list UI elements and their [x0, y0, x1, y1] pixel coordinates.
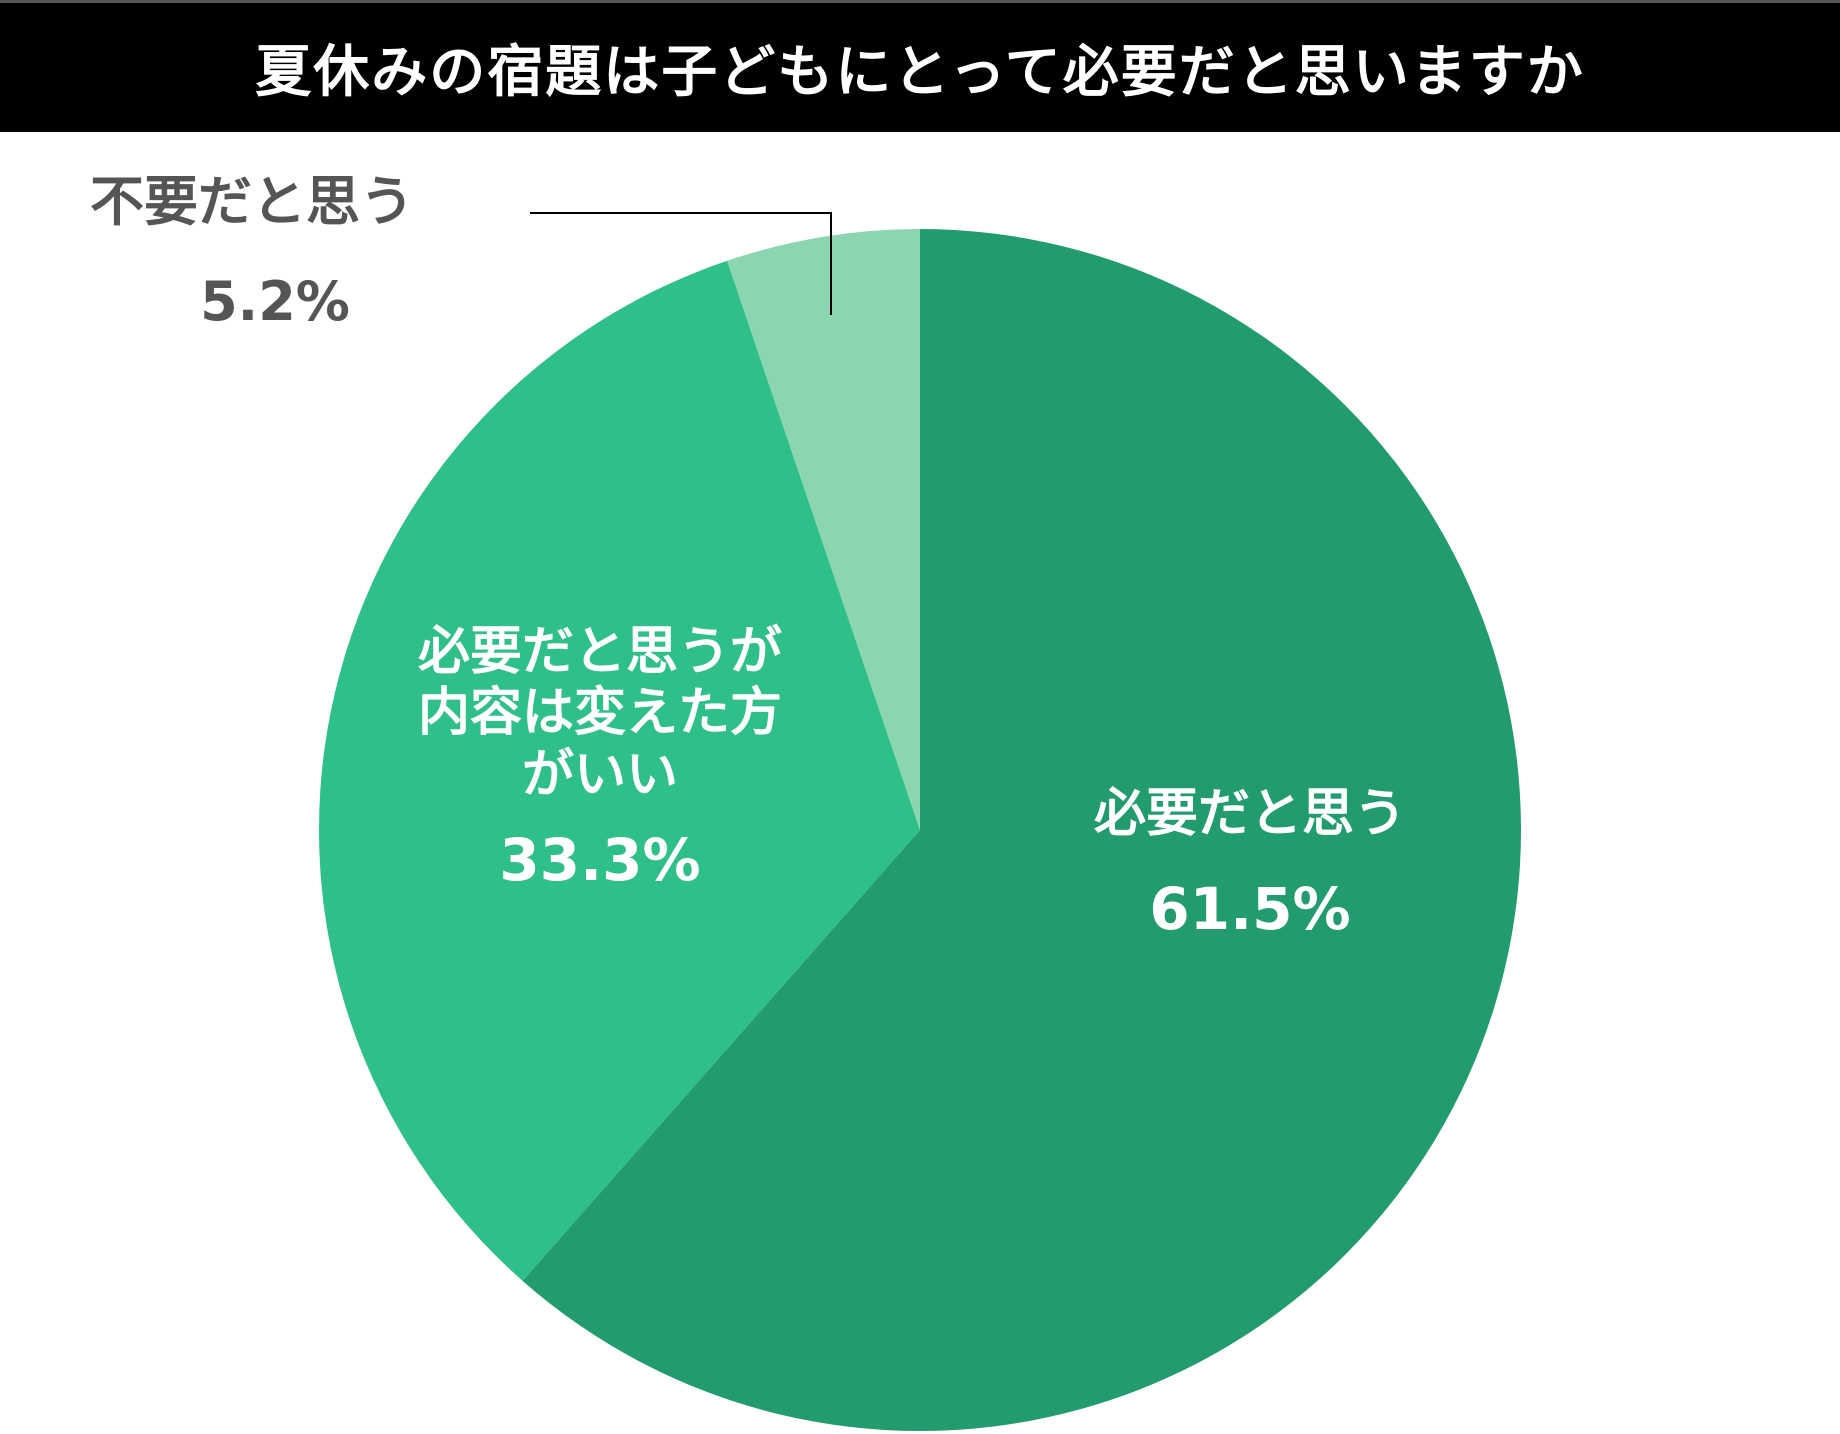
slice-label-name-line2: 内容は変えた方 — [417, 683, 782, 744]
slice-label-name-line3: がいい — [521, 744, 678, 805]
slice-label-percent: 5.2% — [200, 269, 350, 333]
slice-necessary — [522, 229, 1521, 1431]
slice-label-change-content: 必要だと思うが 内容は変えた方 がいい 33.3% — [360, 622, 840, 895]
slice-unnecessary — [727, 229, 920, 830]
slice-label-name: 不要だと思う — [90, 170, 414, 233]
slice-label-percent: 33.3% — [499, 826, 701, 895]
slice-label-percent: 61.5% — [1149, 875, 1351, 944]
slice-label-name-line1: 必要だと思うが — [417, 622, 782, 682]
slice-change-content — [318, 260, 920, 1281]
slice-label-necessary: 必要だと思う 61.5% — [1030, 784, 1470, 944]
slice-label-name: 必要だと思う — [1093, 784, 1406, 844]
slice-label-unnecessary: 不要だと思う 5.2% — [90, 170, 490, 333]
chart-title: 夏休みの宿題は子どもにとって必要だと思いますか — [0, 0, 1840, 132]
leader-line — [530, 212, 832, 315]
